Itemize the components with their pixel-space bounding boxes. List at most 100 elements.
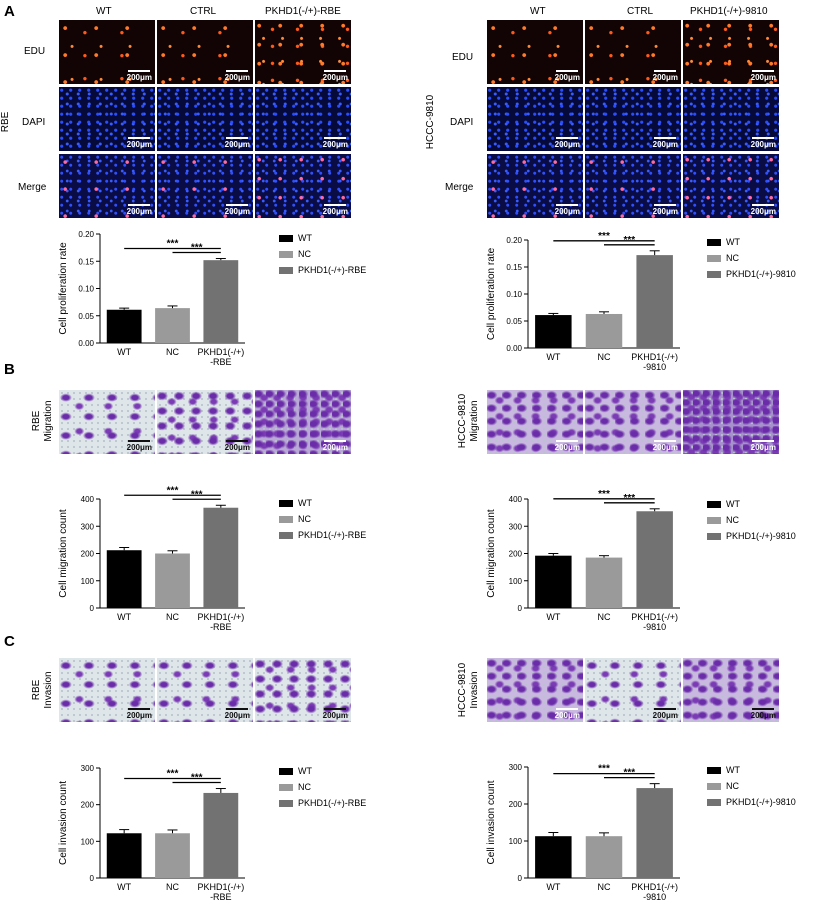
y-tick-label: 200 xyxy=(509,800,523,809)
scale-bar: 200μm xyxy=(751,440,776,452)
scale-bar: 200μm xyxy=(323,137,348,149)
legend-swatch xyxy=(707,239,721,246)
x-category-label: PKHD1(-/+) xyxy=(197,612,244,622)
bar xyxy=(535,836,572,878)
merge-image-pkhd1-9810: 200μm xyxy=(683,154,779,218)
scale-bar: 200μm xyxy=(323,708,348,720)
invasion-image-pkhd1-rbe: 200μm xyxy=(255,658,351,722)
edu-image-wt-rbe: 200μm xyxy=(59,20,155,84)
scale-bar: 200μm xyxy=(225,204,250,216)
row-label-dapi-9810: DAPI xyxy=(450,117,474,128)
merge-image-pkhd1-rbe: 200μm xyxy=(255,154,351,218)
invasion-image-pkhd1-9810: 200μm xyxy=(683,658,779,722)
scale-bar: 200μm xyxy=(323,204,348,216)
edu-image-ctrl-rbe: 200μm xyxy=(157,20,253,84)
y-tick-label: 400 xyxy=(81,495,95,504)
x-category-label: -9810 xyxy=(643,892,666,902)
y-tick-label: 0.15 xyxy=(506,263,522,272)
y-tick-label: 100 xyxy=(81,837,95,846)
x-category-label: WT xyxy=(117,882,131,892)
legend-swatch xyxy=(279,532,293,539)
y-tick-label: 300 xyxy=(509,522,523,531)
legend-label: WT xyxy=(726,237,740,247)
x-category-label: -RBE xyxy=(210,622,232,632)
significance-stars: *** xyxy=(167,769,179,780)
col-header-wt-rbe: WT xyxy=(96,6,112,17)
legend-label: NC xyxy=(298,782,311,792)
x-category-label: WT xyxy=(546,352,560,362)
legend-swatch xyxy=(279,768,293,775)
legend-label: PKHD1(-/+)-RBE xyxy=(298,265,366,275)
bar xyxy=(535,555,572,608)
dapi-image-pkhd1-rbe: 200μm xyxy=(255,87,351,151)
legend-swatch xyxy=(279,251,293,258)
dapi-image-ctrl-rbe: 200μm xyxy=(157,87,253,151)
panel-letter-c: C xyxy=(4,633,15,650)
row-label-dapi-rbe: DAPI xyxy=(22,117,46,128)
bar xyxy=(203,507,239,608)
x-category-label: WT xyxy=(546,882,560,892)
col-header-ctrl-9810: CTRL xyxy=(627,6,654,17)
x-category-label: -9810 xyxy=(643,362,666,372)
scale-bar: 200μm xyxy=(555,204,580,216)
legend-swatch xyxy=(279,235,293,242)
legend-swatch xyxy=(707,767,721,774)
x-category-label: PKHD1(-/+) xyxy=(631,352,678,362)
dapi-image-ctrl-9810: 200μm xyxy=(585,87,681,151)
legend-label: PKHD1(-/+)-9810 xyxy=(726,797,796,807)
scale-bar: 200μm xyxy=(751,70,776,82)
legend-label: WT xyxy=(726,499,740,509)
legend-label: WT xyxy=(298,498,312,508)
y-tick-label: 200 xyxy=(81,801,95,810)
x-category-label: WT xyxy=(546,612,560,622)
x-category-label: NC xyxy=(166,347,179,357)
bar xyxy=(535,315,572,348)
y-tick-label: 0.00 xyxy=(78,339,94,348)
y-tick-label: 300 xyxy=(81,522,95,531)
y-axis-label: Cell proliferation rate xyxy=(486,247,497,340)
y-tick-label: 100 xyxy=(509,577,523,586)
scale-bar: 200μm xyxy=(323,70,348,82)
legend-label: WT xyxy=(726,765,740,775)
legend-swatch xyxy=(279,784,293,791)
y-tick-label: 0.05 xyxy=(506,317,522,326)
panel-letter-b: B xyxy=(4,361,15,378)
invasion-image-wt-rbe: 200μm xyxy=(59,658,155,722)
y-tick-label: 300 xyxy=(81,764,95,773)
x-category-label: NC xyxy=(598,352,611,362)
scale-bar: 200μm xyxy=(653,708,678,720)
y-tick-label: 0.10 xyxy=(78,285,94,294)
x-category-label: NC xyxy=(166,882,179,892)
invasion-image-wt-9810: 200μm xyxy=(487,658,583,722)
bar xyxy=(106,550,142,608)
scale-bar: 200μm xyxy=(653,204,678,216)
legend-label: WT xyxy=(298,233,312,243)
scale-bar: 200μm xyxy=(127,708,152,720)
legend-swatch xyxy=(279,500,293,507)
y-tick-label: 100 xyxy=(509,837,523,846)
legend-label: PKHD1(-/+)-RBE xyxy=(298,530,366,540)
y-axis-label: Cell migration count xyxy=(58,509,69,598)
bar xyxy=(203,260,239,343)
y-tick-label: 0 xyxy=(90,874,95,883)
legend-label: PKHD1(-/+)-9810 xyxy=(726,269,796,279)
dapi-image-pkhd1-9810: 200μm xyxy=(683,87,779,151)
y-tick-label: 0.15 xyxy=(78,257,94,266)
row-label-edu-rbe: EDU xyxy=(24,46,46,57)
x-category-label: WT xyxy=(117,347,131,357)
y-tick-label: 100 xyxy=(81,577,95,586)
y-axis-label: Cell proliferation rate xyxy=(58,242,69,335)
scale-bar: 200μm xyxy=(653,440,678,452)
legend-swatch xyxy=(279,267,293,274)
x-category-label: -9810 xyxy=(643,622,666,632)
legend-label: WT xyxy=(298,766,312,776)
legend-label: NC xyxy=(298,249,311,259)
y-tick-label: 200 xyxy=(509,550,523,559)
y-tick-label: 300 xyxy=(509,763,523,772)
y-tick-label: 0 xyxy=(518,604,523,613)
scale-bar: 200μm xyxy=(127,70,152,82)
scale-bar: 200μm xyxy=(127,440,152,452)
bar xyxy=(636,255,673,348)
legend-swatch xyxy=(707,271,721,278)
